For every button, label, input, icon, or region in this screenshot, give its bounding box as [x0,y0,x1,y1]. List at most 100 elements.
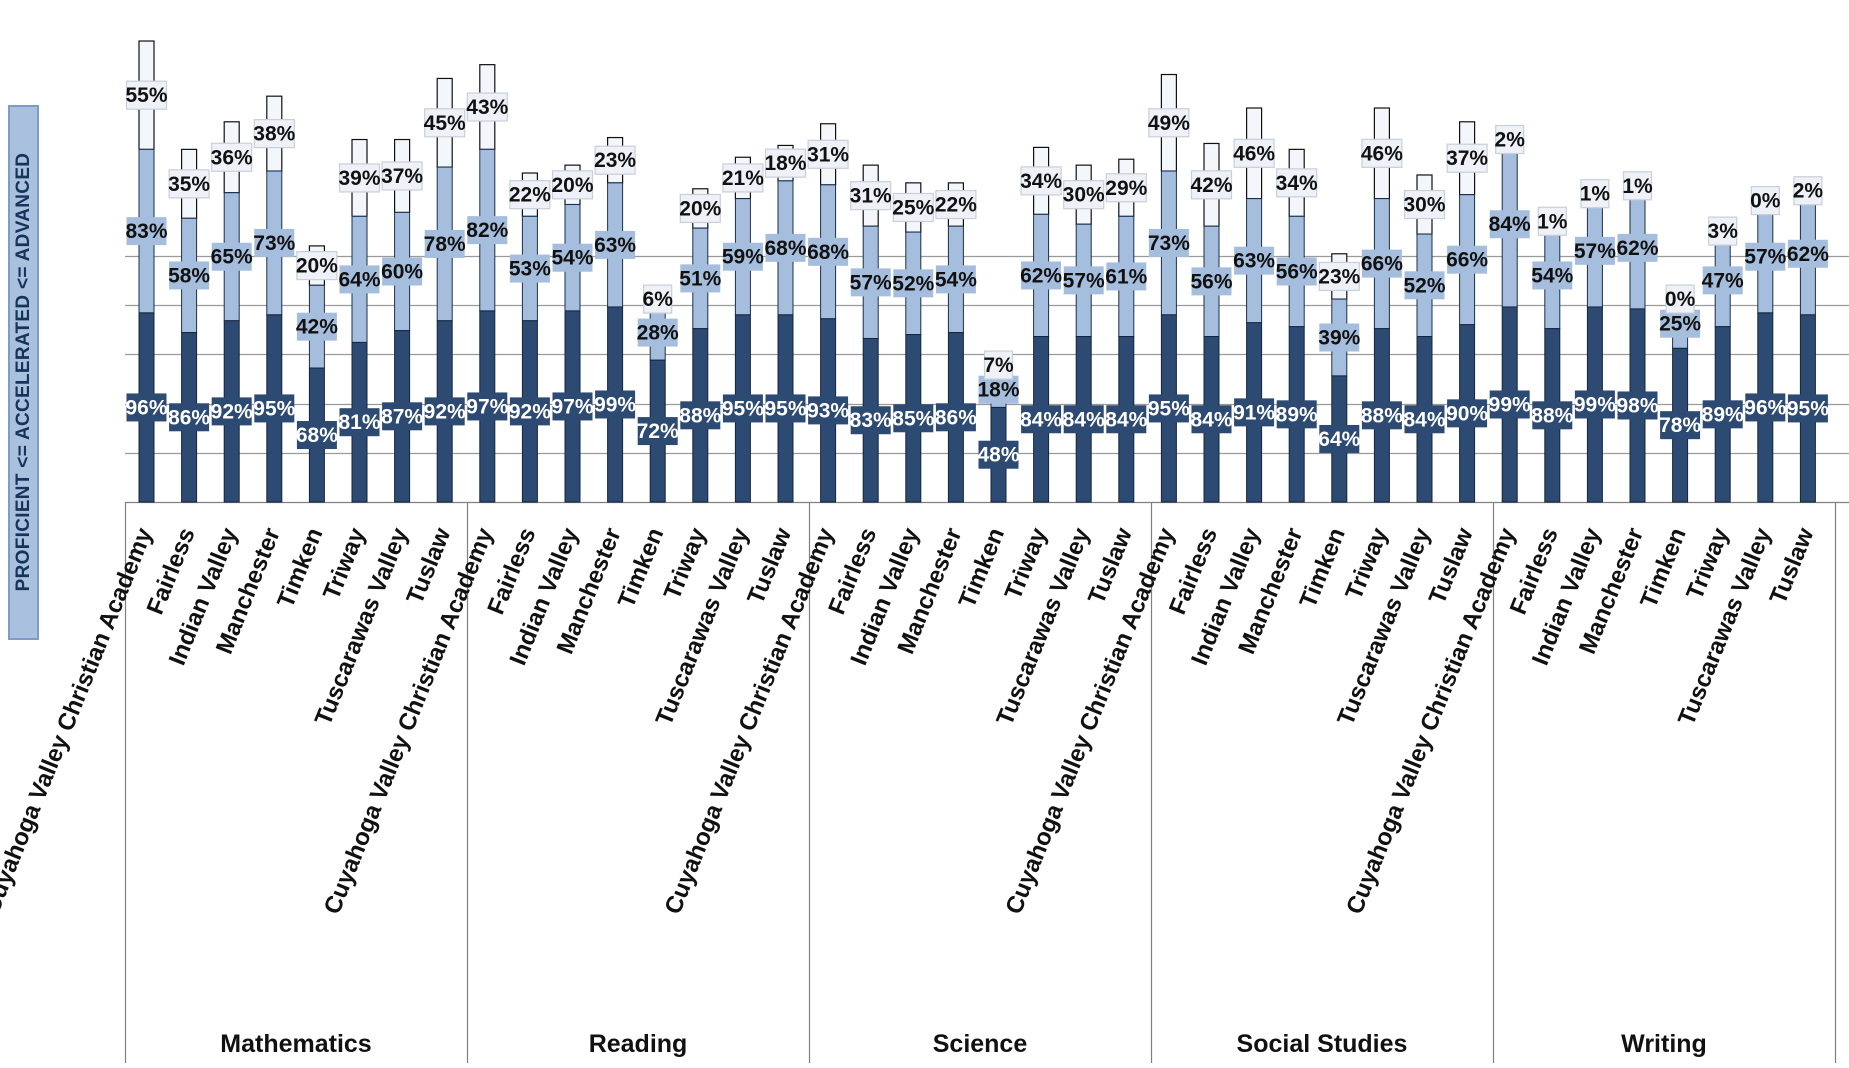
data-label-advanced-bg [679,193,721,224]
data-label-accelerated: 62% [1616,237,1658,260]
data-label-accelerated: 65% [211,246,253,269]
data-label-accelerated: 73% [1148,232,1190,255]
data-label-proficient-bg [254,394,295,423]
data-label-accelerated-bg [935,265,976,294]
data-label-advanced-bg [1446,143,1488,173]
data-label-proficient-bg [722,394,763,423]
data-label-proficient-bg [382,402,423,431]
data-label-proficient: 99% [594,393,636,416]
data-label-advanced: 7% [983,354,1014,377]
data-label-advanced-bg [168,169,210,199]
data-label-advanced: 23% [1318,265,1360,288]
data-label-accelerated-bg [1106,262,1147,291]
data-label-advanced-bg [1148,108,1190,138]
data-label-proficient-bg [1745,393,1786,422]
data-label-accelerated-bg [680,264,721,293]
data-label-advanced: 1% [1580,183,1611,206]
data-label-advanced-bg [1495,124,1525,155]
data-label-proficient-bg [1276,400,1317,429]
data-label-advanced: 34% [1276,172,1318,195]
data-label-accelerated: 63% [594,234,636,257]
data-label-proficient-bg [1191,405,1232,434]
group-label: Reading [589,1030,688,1058]
data-label-advanced-bg [1276,168,1318,198]
data-label-proficient-bg [509,397,550,426]
data-label-accelerated-bg [1319,323,1360,352]
data-label-accelerated-bg [1361,249,1402,278]
data-label-accelerated: 53% [509,258,551,281]
data-label-proficient: 89% [1702,403,1744,426]
data-label-advanced: 20% [679,197,721,220]
data-label-advanced: 46% [1233,142,1275,165]
data-label-proficient: 72% [637,420,679,443]
group-label: Social Studies [1237,1030,1408,1058]
data-label-proficient-bg [1234,398,1275,427]
data-label-advanced-bg [551,170,594,200]
data-label-accelerated: 58% [168,264,210,287]
data-label-advanced: 20% [296,255,338,278]
data-label-accelerated: 52% [892,272,934,295]
data-label-advanced: 38% [253,123,295,146]
data-label-advanced: 25% [892,196,934,219]
data-label-proficient-bg [1148,394,1189,423]
data-label-accelerated: 42% [296,316,338,339]
data-label-advanced-bg [381,161,423,191]
data-label-accelerated: 62% [1020,264,1062,287]
data-label-advanced-bg [1233,138,1275,168]
data-label-proficient: 87% [381,405,423,428]
data-label-advanced-bg [1537,206,1567,236]
data-label-accelerated: 59% [722,246,764,269]
data-label-accelerated-bg [808,237,849,266]
data-label-advanced-bg [338,163,381,193]
data-label-accelerated-bg [126,217,167,246]
data-label-advanced-bg [1190,170,1233,200]
data-label-accelerated-bg [722,242,763,271]
data-label-advanced: 20% [551,174,593,197]
group-label: Writing [1621,1030,1707,1058]
data-label-advanced-bg [211,142,253,172]
data-label-advanced-bg [424,108,466,138]
data-label-accelerated-bg [1021,261,1062,290]
data-label-proficient-bg [1063,405,1104,434]
data-label-advanced: 22% [935,194,977,217]
data-label-advanced-bg [509,180,551,210]
data-label-proficient: 95% [253,397,295,420]
data-label-advanced: 55% [125,84,167,107]
data-label-advanced: 43% [466,96,508,119]
data-label-accelerated-bg [1148,228,1189,257]
data-label-advanced: 1% [1537,210,1568,233]
data-label-proficient-bg [1361,401,1402,430]
data-label-proficient: 99% [1574,393,1616,416]
data-label-accelerated-bg [467,216,508,245]
data-label-advanced-bg [892,192,934,223]
data-label-proficient: 84% [1020,408,1062,431]
data-label-advanced: 30% [1403,194,1445,217]
data-label-accelerated: 39% [1318,327,1360,350]
data-label-accelerated: 63% [1233,250,1275,273]
data-label-advanced-bg [125,80,168,110]
data-label-accelerated: 18% [977,379,1019,402]
data-label-accelerated-bg [1489,210,1530,239]
data-label-proficient: 95% [1148,397,1190,420]
data-label-proficient: 64% [1318,428,1360,451]
data-label-accelerated: 56% [1276,261,1318,284]
data-label-accelerated: 54% [935,268,977,291]
data-label-advanced-bg [1622,171,1653,201]
data-label-accelerated-bg [211,242,252,271]
data-label-proficient: 84% [1063,408,1105,431]
data-label-advanced: 35% [168,173,210,196]
data-label-proficient-bg [1489,390,1530,419]
data-label-proficient-bg [893,404,934,433]
data-label-advanced-bg [1580,179,1610,209]
data-label-proficient: 97% [551,395,593,418]
data-label-accelerated: 51% [679,267,721,290]
data-label-advanced-bg [1665,284,1695,314]
data-label-proficient-bg [552,392,593,421]
data-label-accelerated: 66% [1446,249,1488,272]
data-label-proficient: 86% [168,406,210,429]
data-label-accelerated: 78% [424,233,466,256]
data-label-proficient-bg [680,401,721,430]
data-label-accelerated-bg [893,269,934,298]
